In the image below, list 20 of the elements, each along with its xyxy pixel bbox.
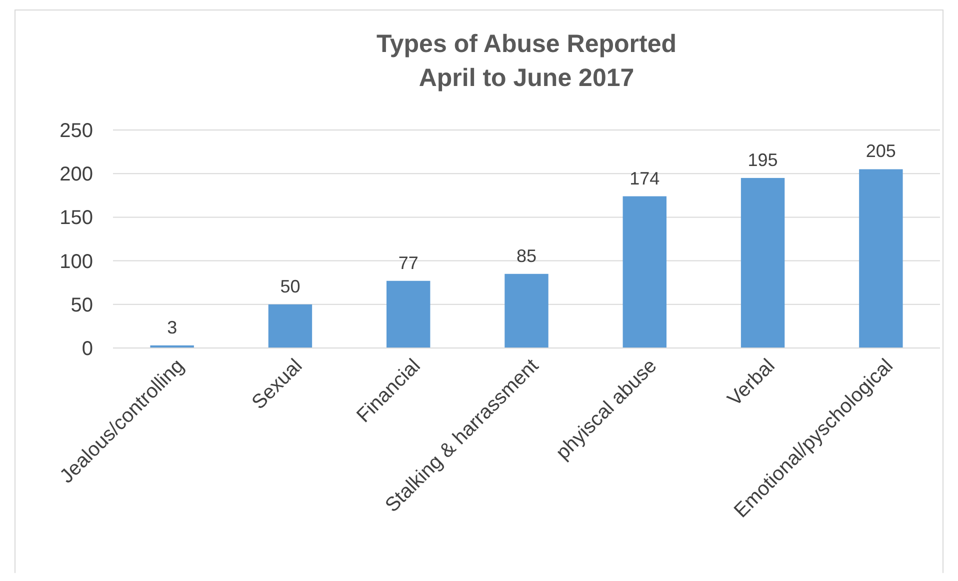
- data-label: 85: [516, 246, 537, 266]
- data-label: 3: [167, 317, 178, 338]
- y-tick-label: 150: [60, 207, 93, 230]
- y-tick-label: 0: [82, 338, 93, 360]
- bar: [504, 274, 548, 348]
- data-label: 205: [866, 141, 896, 162]
- data-label: 77: [398, 252, 418, 273]
- bar: [740, 178, 785, 348]
- bar: [859, 169, 903, 348]
- data-label: 174: [630, 168, 660, 188]
- y-tick-label: 200: [60, 164, 93, 186]
- y-tick-label: 100: [60, 250, 93, 273]
- y-tick-label: 250: [60, 120, 93, 142]
- data-label: 50: [280, 276, 300, 296]
- bar: [386, 280, 430, 348]
- data-label: 195: [748, 150, 778, 170]
- chart-title: Types of Abuse Reported April to June 2017: [376, 30, 677, 92]
- bar: [268, 304, 312, 348]
- y-tick-label: 50: [70, 294, 93, 316]
- bar: [622, 196, 666, 348]
